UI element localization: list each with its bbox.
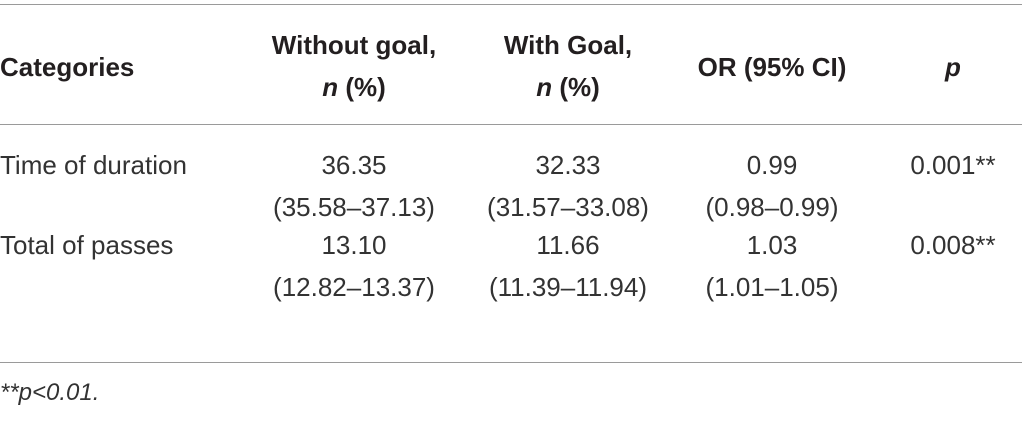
row-2-or-value: 1.03: [746, 230, 798, 260]
row-1-or-ci: (0.98–0.99): [705, 192, 839, 222]
header-with-goal-n: n: [536, 72, 553, 102]
row-2-with-goal-value: 11.66: [536, 230, 600, 260]
row-1-p: 0.001**: [910, 150, 996, 180]
row-2-or: 1.03 (1.01–1.05): [684, 224, 860, 308]
header-without-goal-line2: n (%): [256, 66, 452, 108]
row-2-or-ci: (1.01–1.05): [705, 272, 839, 302]
header-without-goal-n: n: [322, 72, 339, 102]
row-2-p: 0.008**: [910, 230, 996, 260]
table-header-rule: [0, 124, 1022, 125]
header-or: OR (95% CI): [697, 52, 847, 82]
header-p-label: p: [945, 52, 961, 82]
row-2-with-goal-ci: (11.39–11.94): [488, 272, 648, 302]
header-with-goal-line1: With Goal,: [503, 30, 633, 60]
table-top-rule: [0, 4, 1022, 5]
header-without-goal-line1: Without goal,: [271, 30, 437, 60]
header-without-goal-pct: (%): [338, 72, 386, 102]
header-with-goal: With Goal, n (%): [470, 24, 666, 108]
header-p: p: [892, 46, 1014, 88]
row-2-with-goal: 11.66 (11.39–11.94): [470, 224, 666, 308]
row-2-without-goal-ci: (12.82–13.37): [273, 272, 435, 302]
row-1-or-value: 0.99: [746, 150, 798, 180]
row-2-category: Total of passes: [0, 230, 174, 260]
row-1-without-goal-ci: (35.58–37.13): [273, 192, 435, 222]
header-without-goal: Without goal, n (%): [256, 24, 452, 108]
header-with-goal-pct: (%): [552, 72, 600, 102]
row-2-without-goal-value: 13.10: [321, 230, 387, 260]
header-with-goal-line2: n (%): [470, 66, 666, 108]
header-categories: Categories: [0, 52, 135, 82]
row-1-with-goal-value: 32.33: [535, 150, 601, 180]
row-2-without-goal: 13.10 (12.82–13.37): [256, 224, 452, 308]
row-1-without-goal-value: 36.35: [321, 150, 387, 180]
row-1-without-goal: 36.35 (35.58–37.13): [256, 144, 452, 228]
row-1-with-goal-ci: (31.57–33.08): [487, 192, 649, 222]
row-1-with-goal: 32.33 (31.57–33.08): [470, 144, 666, 228]
row-1-category: Time of duration: [0, 150, 187, 180]
table-bottom-rule: [0, 362, 1022, 363]
table-footnote: **p<0.01.: [0, 379, 100, 406]
row-1-or: 0.99 (0.98–0.99): [684, 144, 860, 228]
